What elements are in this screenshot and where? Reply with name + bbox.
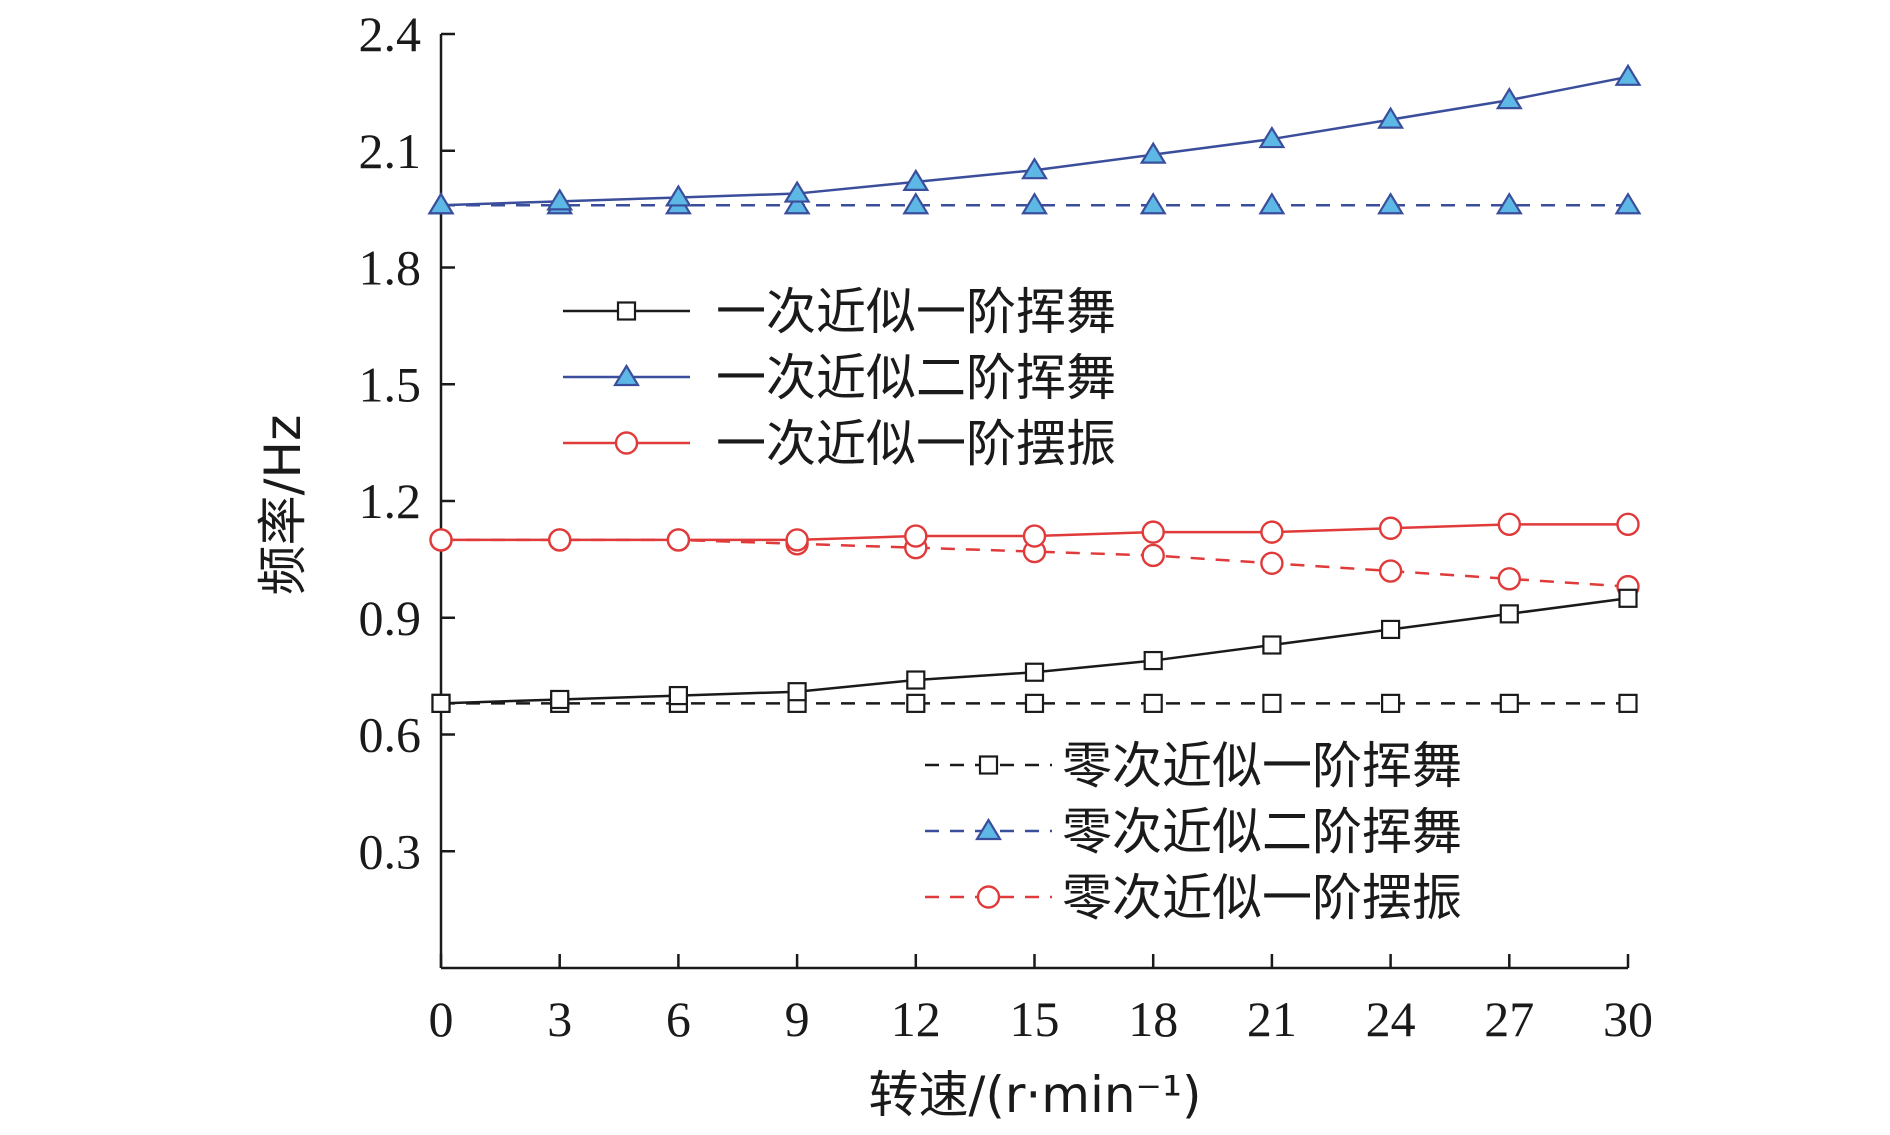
circle-marker xyxy=(1141,543,1165,568)
triangle-marker xyxy=(783,180,811,203)
legend-label: 零次近似二阶挥舞 xyxy=(1062,803,1462,861)
legend-layer: 一次近似一阶挥舞一次近似二阶挥舞一次近似一阶摆振零次近似一阶挥舞零次近似二阶挥舞… xyxy=(563,283,1462,927)
square-marker xyxy=(1380,619,1401,640)
triangle-marker xyxy=(902,192,930,215)
circle-marker xyxy=(1260,551,1284,575)
circle-marker xyxy=(1141,520,1165,544)
square-marker xyxy=(1262,693,1282,713)
series-2 xyxy=(427,63,1642,215)
triangle-marker xyxy=(1614,192,1642,215)
square-marker xyxy=(906,670,926,690)
x-tick-label: 24 xyxy=(1366,991,1416,1047)
triangle-marker xyxy=(1614,63,1642,86)
y-tick-label: 0.9 xyxy=(359,590,422,646)
square-marker xyxy=(550,689,570,710)
x-tick-label: 12 xyxy=(891,991,941,1047)
series-layer xyxy=(427,63,1642,713)
triangle-marker xyxy=(975,817,1002,841)
triangle-marker xyxy=(546,188,574,211)
legend-label: 一次近似二阶挥舞 xyxy=(716,349,1116,407)
square-marker xyxy=(1024,693,1045,713)
y-tick-label: 2.4 xyxy=(359,6,422,62)
triangle-marker xyxy=(1495,192,1523,215)
triangle-marker xyxy=(1258,192,1286,215)
circle-marker xyxy=(1616,512,1640,537)
axes: 0 3 6 9 12 15 18 21 24 27 30 0.3 0.6 0.9 1.2 1.5 1.8 2.1 2… xyxy=(359,6,1654,1047)
square-marker xyxy=(616,301,637,321)
square-marker xyxy=(1380,693,1401,713)
triangle-marker xyxy=(1377,106,1405,129)
series-5 xyxy=(427,192,1642,215)
circle-marker xyxy=(1497,512,1522,537)
triangle-marker xyxy=(1139,141,1167,164)
circle-marker xyxy=(1497,567,1522,591)
square-marker xyxy=(431,693,451,713)
y-tick-label: 1.8 xyxy=(359,240,422,296)
triangle-marker xyxy=(613,363,640,387)
y-tick-label: 1.5 xyxy=(359,356,422,412)
circle-marker xyxy=(1378,559,1403,583)
x-tick-label: 21 xyxy=(1247,991,1297,1047)
y-tick-label: 1.2 xyxy=(359,473,422,529)
legend-label: 一次近似一阶摆振 xyxy=(716,415,1116,473)
circle-marker xyxy=(614,431,639,455)
x-tick-label: 27 xyxy=(1484,991,1534,1047)
square-marker xyxy=(978,755,999,775)
circle-marker xyxy=(429,528,453,552)
triangle-marker xyxy=(1377,192,1405,215)
legend-label: 零次近似一阶挥舞 xyxy=(1062,737,1462,795)
square-marker xyxy=(668,685,689,706)
y-tick-label: 2.1 xyxy=(359,123,422,179)
x-tick-label: 9 xyxy=(785,991,810,1047)
x-tick-label: 30 xyxy=(1603,991,1653,1047)
circle-marker xyxy=(785,528,809,552)
x-tick-label: 0 xyxy=(429,991,454,1047)
triangle-marker xyxy=(1021,192,1048,215)
x-tick-label: 15 xyxy=(1010,991,1060,1047)
triangle-marker xyxy=(427,192,455,215)
triangle-marker xyxy=(1495,87,1523,110)
series-3 xyxy=(429,512,1640,552)
circle-marker xyxy=(1260,520,1284,544)
circle-marker xyxy=(1022,524,1047,548)
square-marker xyxy=(1618,693,1638,713)
y-axis-label: 频率/Hz xyxy=(254,415,312,596)
series-line xyxy=(440,75,1629,207)
square-marker xyxy=(1499,693,1519,713)
square-marker xyxy=(906,693,926,713)
square-marker xyxy=(1024,662,1045,682)
circle-marker xyxy=(904,524,928,548)
square-marker xyxy=(1499,604,1519,624)
triangle-marker xyxy=(1258,125,1286,149)
series-1 xyxy=(431,588,1638,713)
triangle-marker xyxy=(1021,157,1048,180)
circle-marker xyxy=(548,528,572,552)
triangle-marker xyxy=(783,192,811,215)
triangle-marker xyxy=(1139,192,1167,215)
circle-marker xyxy=(666,528,691,552)
square-marker xyxy=(1262,635,1282,655)
x-tick-label: 6 xyxy=(666,991,691,1047)
y-tick-label: 0.6 xyxy=(359,707,422,763)
legend-label: 一次近似一阶挥舞 xyxy=(716,283,1116,341)
circle-marker xyxy=(976,885,1001,909)
x-tick-label: 3 xyxy=(547,991,572,1047)
y-tick-label: 0.3 xyxy=(359,823,422,879)
square-marker xyxy=(1143,650,1163,671)
circle-marker xyxy=(1378,516,1403,540)
series-line xyxy=(440,597,1629,705)
triangle-marker xyxy=(664,184,692,207)
legend-label: 零次近似一阶摆振 xyxy=(1062,869,1462,927)
triangle-marker xyxy=(902,168,930,191)
square-marker xyxy=(1618,588,1638,608)
x-axis-label: 转速/(r·min⁻¹) xyxy=(868,1066,1201,1124)
square-marker xyxy=(787,682,807,702)
square-marker xyxy=(1143,693,1163,713)
x-tick-label: 18 xyxy=(1128,991,1178,1047)
